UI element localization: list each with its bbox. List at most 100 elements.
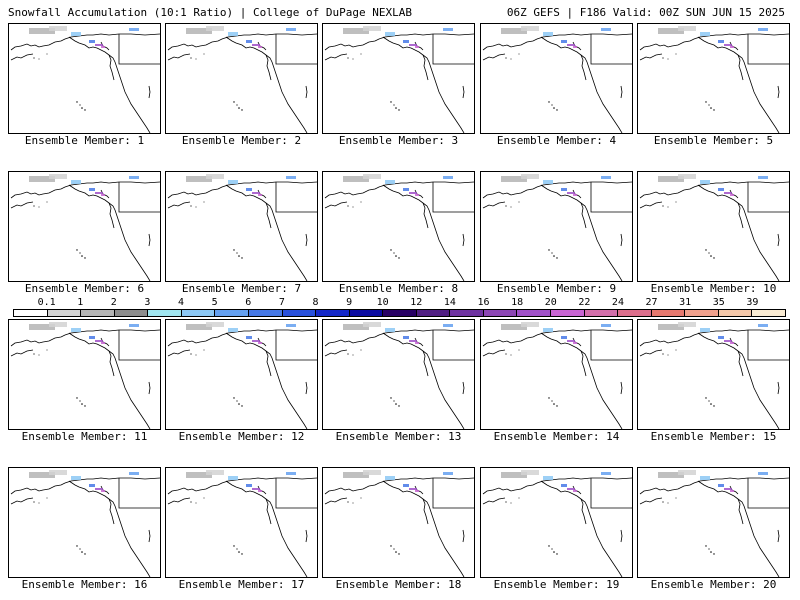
snowfall-shading bbox=[567, 340, 575, 342]
snowfall-shading bbox=[89, 336, 95, 339]
snowfall-shading bbox=[95, 488, 103, 490]
ensemble-member-label: Ensemble Member: 12 bbox=[178, 430, 305, 443]
snowfall-shading bbox=[286, 472, 296, 475]
ensemble-member-map bbox=[480, 319, 633, 430]
snowfall-shading bbox=[101, 490, 105, 492]
ensemble-member-label: Ensemble Member: 17 bbox=[178, 578, 305, 591]
ensemble-member-label: Ensemble Member: 16 bbox=[21, 578, 148, 591]
ensemble-member-map bbox=[8, 23, 161, 134]
colorbar-tick-label: 10 bbox=[376, 297, 389, 308]
colorbar-tick-label: 22 bbox=[578, 297, 591, 308]
colorbar-swatch bbox=[316, 310, 350, 316]
snowfall-shading bbox=[543, 180, 553, 184]
snowfall-shading bbox=[385, 180, 395, 184]
colorbar-tick-label: 27 bbox=[645, 297, 658, 308]
snowfall-shading bbox=[409, 192, 417, 194]
colorbar-swatch bbox=[148, 310, 182, 316]
snowfall-shading bbox=[443, 28, 453, 31]
snowfall-shading bbox=[29, 28, 55, 34]
snowfall-shading bbox=[567, 488, 575, 490]
snowfall-shading bbox=[678, 26, 696, 31]
snowfall-shading bbox=[521, 322, 539, 327]
snowfall-shading bbox=[71, 180, 81, 184]
snowfall-shading bbox=[71, 328, 81, 332]
colorbar-swatch bbox=[349, 310, 384, 316]
ensemble-member-map bbox=[322, 171, 475, 282]
snowfall-shading bbox=[228, 476, 238, 480]
snowfall-shading bbox=[573, 490, 577, 492]
snowfall-shading bbox=[49, 174, 67, 179]
snowfall-shading bbox=[129, 472, 139, 475]
snowfall-shading bbox=[730, 194, 734, 196]
snowfall-shading bbox=[186, 28, 212, 34]
snowfall-shading bbox=[718, 484, 724, 487]
snowfall-shading bbox=[246, 336, 252, 339]
snowfall-shading bbox=[409, 44, 417, 46]
ensemble-member-map bbox=[165, 319, 318, 430]
ensemble-member-map bbox=[637, 23, 790, 134]
ensemble-member-map bbox=[637, 467, 790, 578]
snowfall-shading bbox=[724, 340, 732, 342]
ensemble-member-label: Ensemble Member: 18 bbox=[335, 578, 462, 591]
snowfall-shading bbox=[543, 328, 553, 332]
snowfall-shading bbox=[343, 28, 369, 34]
colorbar-swatch bbox=[282, 310, 317, 316]
snowfall-shading bbox=[521, 26, 539, 31]
snowfall-shading bbox=[700, 32, 710, 36]
colorbar-tick-label: 2 bbox=[110, 297, 117, 308]
snowfall-shading bbox=[246, 188, 252, 191]
snowfall-shading bbox=[409, 340, 417, 342]
snowfall-shading bbox=[228, 32, 238, 36]
ensemble-member-label: Ensemble Member: 8 bbox=[338, 282, 459, 295]
snowfall-shading bbox=[409, 488, 417, 490]
snowfall-shading bbox=[286, 28, 296, 31]
snowfall-shading bbox=[543, 32, 553, 36]
map-title: Snowfall Accumulation (10:1 Ratio) | Col… bbox=[8, 6, 412, 19]
snowfall-shading bbox=[543, 476, 553, 480]
snowfall-shading bbox=[101, 342, 105, 344]
snowfall-shading bbox=[206, 322, 224, 327]
snowfall-shading bbox=[49, 470, 67, 475]
snowfall-shading bbox=[252, 44, 260, 46]
snowfall-shading bbox=[385, 476, 395, 480]
ensemble-member-map bbox=[322, 23, 475, 134]
snowfall-shading bbox=[101, 46, 105, 48]
snowfall-shading bbox=[700, 180, 710, 184]
snowfall-shading bbox=[29, 324, 55, 330]
snowfall-shading bbox=[730, 46, 734, 48]
snowfall-shading bbox=[658, 176, 684, 182]
ensemble-member-label: Ensemble Member: 7 bbox=[181, 282, 302, 295]
colorbar-tick-label: 9 bbox=[346, 297, 353, 308]
colorbar-swatch bbox=[483, 310, 518, 316]
ensemble-member-map bbox=[8, 319, 161, 430]
snowfall-shading bbox=[385, 32, 395, 36]
colorbar-tick-label: 7 bbox=[278, 297, 285, 308]
ensemble-member-map bbox=[480, 23, 633, 134]
colorbar-swatch bbox=[551, 310, 585, 316]
colorbar-tick-label: 31 bbox=[679, 297, 692, 308]
colorbar-tick-label: 8 bbox=[312, 297, 319, 308]
snowfall-shading bbox=[89, 188, 95, 191]
snowfall-shading bbox=[415, 490, 419, 492]
colorbar-swatch bbox=[618, 310, 652, 316]
snowfall-shading bbox=[573, 194, 577, 196]
snowfall-shading bbox=[206, 174, 224, 179]
snowfall-shading bbox=[658, 28, 684, 34]
ensemble-member-label: Ensemble Member: 11 bbox=[21, 430, 148, 443]
ensemble-member-map bbox=[8, 171, 161, 282]
snowfall-shading bbox=[49, 322, 67, 327]
colorbar-tick-label: 6 bbox=[245, 297, 252, 308]
colorbar-tick-label: 5 bbox=[211, 297, 218, 308]
snowfall-shading bbox=[724, 192, 732, 194]
colorbar-swatch bbox=[14, 310, 48, 316]
snowfall-shading bbox=[724, 44, 732, 46]
snowfall-shading bbox=[403, 336, 409, 339]
snowfall-shading bbox=[730, 490, 734, 492]
colorbar-tick-label: 12 bbox=[410, 297, 423, 308]
snowfall-shading bbox=[258, 490, 262, 492]
ensemble-member-map bbox=[480, 467, 633, 578]
colorbar-swatch bbox=[450, 310, 484, 316]
ensemble-member-label: Ensemble Member: 5 bbox=[653, 134, 774, 147]
snowfall-shading bbox=[573, 46, 577, 48]
snowfall-colorbar bbox=[13, 309, 786, 317]
